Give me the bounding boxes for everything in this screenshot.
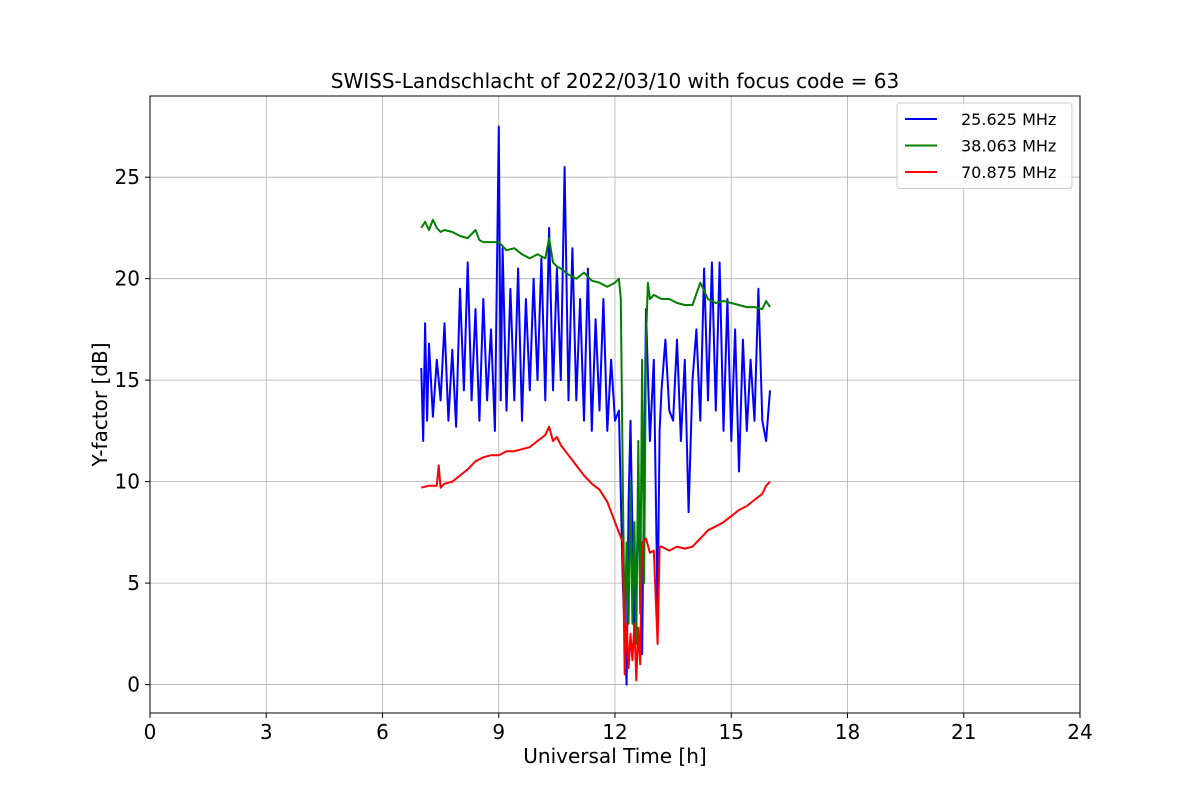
y-tick-label: 15 xyxy=(115,368,140,392)
y-tick-label: 25 xyxy=(115,165,140,189)
x-axis-label: Universal Time [h] xyxy=(523,744,706,768)
y-tick-label: 20 xyxy=(115,267,140,291)
legend-box xyxy=(896,102,1073,189)
y-tick-label: 5 xyxy=(127,571,140,595)
series-line-2 xyxy=(420,218,771,645)
y-tick-label: 0 xyxy=(127,673,140,697)
x-tick-label: 21 xyxy=(951,720,976,744)
legend-label: 38.063 MHz xyxy=(961,137,1056,156)
axis-ticks: 0 3 6 9 12 15 18 21 24 0 5 10 15 20 25 xyxy=(115,165,1093,744)
x-tick-label: 0 xyxy=(144,720,157,744)
x-tick-label: 24 xyxy=(1067,720,1092,744)
y-tick-label: 10 xyxy=(115,470,140,494)
legend-label: 25.625 MHz xyxy=(961,110,1056,129)
y-axis-label: Y-factor [dB] xyxy=(88,342,112,467)
legend-label: 70.875 MHz xyxy=(961,163,1056,182)
series-line-1 xyxy=(420,125,771,686)
x-tick-label: 6 xyxy=(376,720,389,744)
series-lines xyxy=(420,125,771,686)
series-line-3 xyxy=(421,425,771,682)
x-tick-label: 9 xyxy=(492,720,505,744)
legend: 25.625 MHz 38.063 MHz 70.875 MHz xyxy=(896,102,1073,189)
x-tick-label: 15 xyxy=(719,720,744,744)
x-tick-label: 12 xyxy=(602,720,627,744)
x-tick-label: 3 xyxy=(260,720,273,744)
x-tick-label: 18 xyxy=(835,720,860,744)
chart-title: SWISS-Landschlacht of 2022/03/10 with fo… xyxy=(331,69,899,93)
